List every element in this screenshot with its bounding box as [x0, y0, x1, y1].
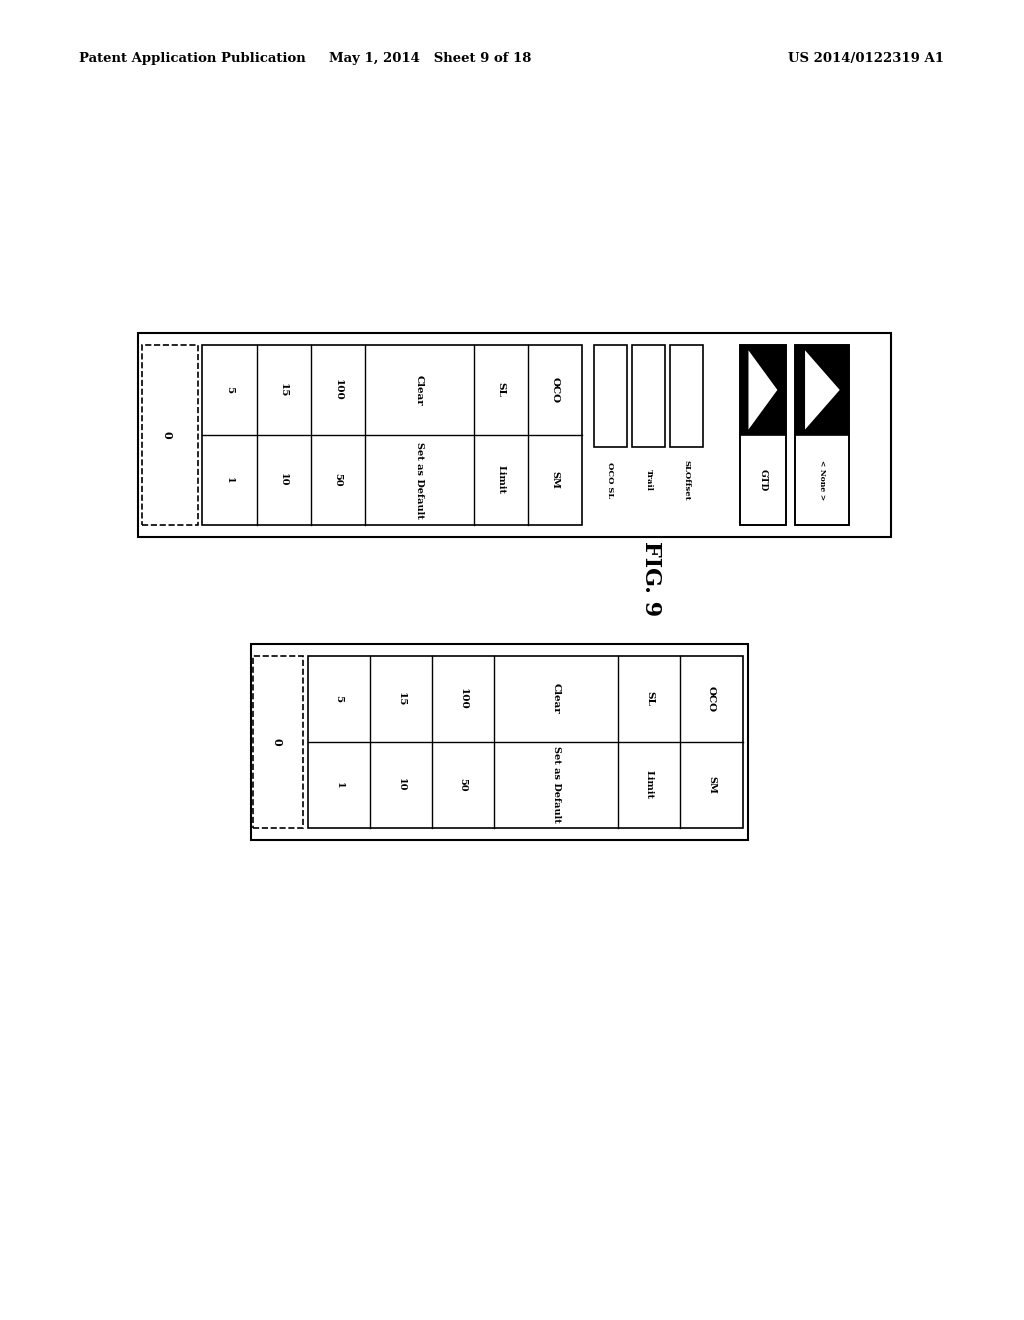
- Text: SL: SL: [645, 692, 654, 706]
- Text: GTD: GTD: [759, 469, 767, 491]
- Bar: [138, 333, 891, 537]
- Text: OCO SL: OCO SL: [606, 462, 614, 498]
- Text: 15: 15: [396, 692, 406, 706]
- Text: Clear: Clear: [552, 684, 561, 714]
- Bar: [740, 436, 785, 525]
- Text: 1: 1: [335, 781, 343, 788]
- Text: 15: 15: [280, 383, 288, 397]
- Text: Clear: Clear: [415, 375, 424, 405]
- Bar: [796, 345, 850, 525]
- Text: 10: 10: [396, 777, 406, 792]
- Text: Patent Application Publication: Patent Application Publication: [79, 51, 305, 65]
- Text: FIG. 9: FIG. 9: [640, 541, 663, 615]
- Bar: [594, 345, 627, 447]
- Text: Limit: Limit: [645, 771, 654, 800]
- Text: 50: 50: [334, 473, 342, 487]
- Bar: [796, 436, 850, 525]
- Text: SLOffset: SLOffset: [683, 459, 691, 500]
- Polygon shape: [749, 350, 777, 429]
- Text: SM: SM: [707, 776, 716, 793]
- Text: 0: 0: [162, 432, 172, 438]
- Text: Set as Default: Set as Default: [552, 746, 561, 824]
- Text: 10: 10: [280, 473, 288, 487]
- Bar: [671, 345, 703, 447]
- Bar: [308, 656, 742, 828]
- Bar: [253, 656, 303, 828]
- Text: 50: 50: [459, 777, 468, 792]
- Bar: [740, 345, 785, 525]
- Text: 1: 1: [225, 477, 233, 483]
- Polygon shape: [805, 350, 840, 429]
- Text: OCO: OCO: [707, 686, 716, 711]
- Bar: [202, 345, 583, 525]
- Text: Trail: Trail: [644, 469, 652, 491]
- Bar: [796, 345, 850, 436]
- Text: US 2014/0122319 A1: US 2014/0122319 A1: [788, 51, 944, 65]
- Text: 100: 100: [334, 379, 342, 401]
- Bar: [142, 345, 199, 525]
- Text: 100: 100: [459, 688, 468, 710]
- Text: SL: SL: [497, 383, 506, 397]
- Text: 5: 5: [225, 387, 233, 393]
- Text: Limit: Limit: [497, 466, 506, 495]
- Bar: [251, 644, 748, 840]
- Text: Set as Default: Set as Default: [415, 442, 424, 519]
- Text: < None >: < None >: [818, 459, 826, 500]
- Text: SM: SM: [551, 471, 560, 488]
- Text: 5: 5: [335, 696, 343, 702]
- Text: May 1, 2014   Sheet 9 of 18: May 1, 2014 Sheet 9 of 18: [329, 51, 531, 65]
- Text: OCO: OCO: [551, 378, 560, 403]
- Text: 0: 0: [271, 738, 283, 746]
- Bar: [740, 345, 785, 436]
- Bar: [632, 345, 666, 447]
